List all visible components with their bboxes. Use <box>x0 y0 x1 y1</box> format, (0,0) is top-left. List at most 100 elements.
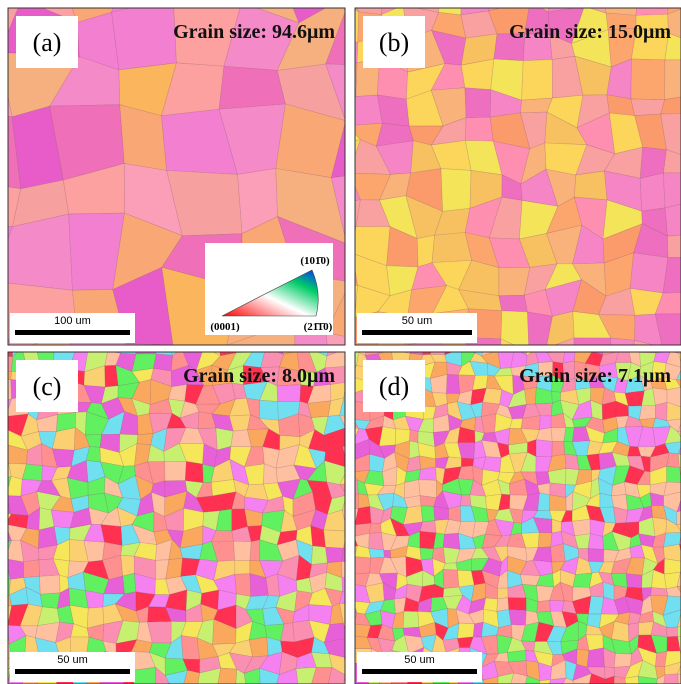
grain <box>134 667 156 684</box>
grain <box>121 555 135 576</box>
grain <box>419 480 437 498</box>
grain <box>460 495 471 506</box>
grain <box>173 0 241 3</box>
grain <box>369 523 381 533</box>
scale-bar <box>15 330 130 335</box>
grain <box>421 506 435 522</box>
grain <box>552 519 561 533</box>
grain <box>446 375 459 394</box>
grain <box>588 549 604 563</box>
legend-left: (0001) <box>210 321 240 333</box>
grain <box>587 648 604 667</box>
grain <box>369 548 385 558</box>
grain <box>0 415 8 433</box>
grain <box>0 371 12 380</box>
grain <box>664 559 681 574</box>
grain <box>473 375 488 390</box>
grain <box>249 637 268 657</box>
grain <box>497 598 509 612</box>
grain <box>616 349 632 363</box>
grain <box>312 546 328 565</box>
grain <box>611 621 628 642</box>
grain <box>551 428 566 442</box>
grain <box>663 173 681 208</box>
grain <box>277 385 301 402</box>
grain <box>259 400 278 420</box>
scale-bar <box>362 330 472 335</box>
grain <box>663 674 679 684</box>
grain-size: Grain size: 94.6μm <box>173 21 335 43</box>
figure: (a)Grain size: 94.6μm100 um(b)Grain size… <box>0 0 681 684</box>
grain <box>539 416 551 430</box>
grain <box>458 623 475 638</box>
grain <box>0 444 9 464</box>
grain <box>538 493 550 511</box>
grain <box>499 295 528 312</box>
grain <box>420 548 433 560</box>
grain <box>667 627 678 637</box>
panel: (d)Grain size: 7.1μm50 um <box>338 336 681 684</box>
grain <box>443 533 460 549</box>
grain <box>219 66 285 109</box>
grain <box>218 668 237 684</box>
grain <box>441 169 471 212</box>
scale-text: 100 um <box>54 315 91 327</box>
grain <box>235 574 251 597</box>
grain <box>112 0 177 70</box>
grain <box>590 519 605 536</box>
grain <box>432 233 472 263</box>
grain <box>404 480 420 499</box>
grain <box>572 519 590 535</box>
grain <box>326 547 344 563</box>
grain <box>348 95 383 126</box>
grain-size: Grain size: 7.1μm <box>519 365 671 387</box>
grain <box>667 466 681 482</box>
grain <box>250 540 260 561</box>
grain <box>525 387 537 404</box>
grain <box>266 574 280 596</box>
grain <box>85 590 104 608</box>
grain <box>630 253 668 293</box>
grain <box>537 600 551 612</box>
legend-top: (101̄0) <box>300 255 330 267</box>
grain <box>234 541 252 561</box>
grain <box>443 563 457 570</box>
grain <box>631 59 665 100</box>
grain <box>235 560 250 574</box>
scale-bar <box>362 669 477 674</box>
grain <box>507 650 526 662</box>
grain <box>123 573 136 594</box>
grain <box>24 560 40 578</box>
grain <box>501 311 529 352</box>
grain <box>522 60 553 101</box>
grain <box>639 405 655 420</box>
grain <box>40 575 61 594</box>
grain <box>631 99 665 116</box>
grain <box>588 534 604 550</box>
grain <box>419 467 437 480</box>
grain <box>527 312 552 352</box>
grain <box>483 388 502 404</box>
scale-text: 50 um <box>402 315 433 327</box>
grain <box>0 356 13 372</box>
grain <box>0 430 8 447</box>
grain <box>324 530 348 548</box>
scale-bar <box>15 669 130 674</box>
grain <box>0 381 5 453</box>
panel-label: (c) <box>33 372 62 401</box>
grain <box>574 171 607 200</box>
grain <box>665 203 681 237</box>
panel: (b)Grain size: 15.0μm50 um <box>319 0 681 407</box>
grain <box>667 453 680 468</box>
scale-text: 50 um <box>404 654 435 666</box>
grain <box>185 461 203 482</box>
grain <box>665 60 681 100</box>
grain <box>449 506 461 522</box>
grain <box>538 533 552 548</box>
grain <box>668 234 681 257</box>
grain <box>443 569 459 588</box>
grain <box>655 402 667 420</box>
grain <box>481 414 496 433</box>
grain <box>651 588 669 597</box>
grain <box>551 544 566 562</box>
